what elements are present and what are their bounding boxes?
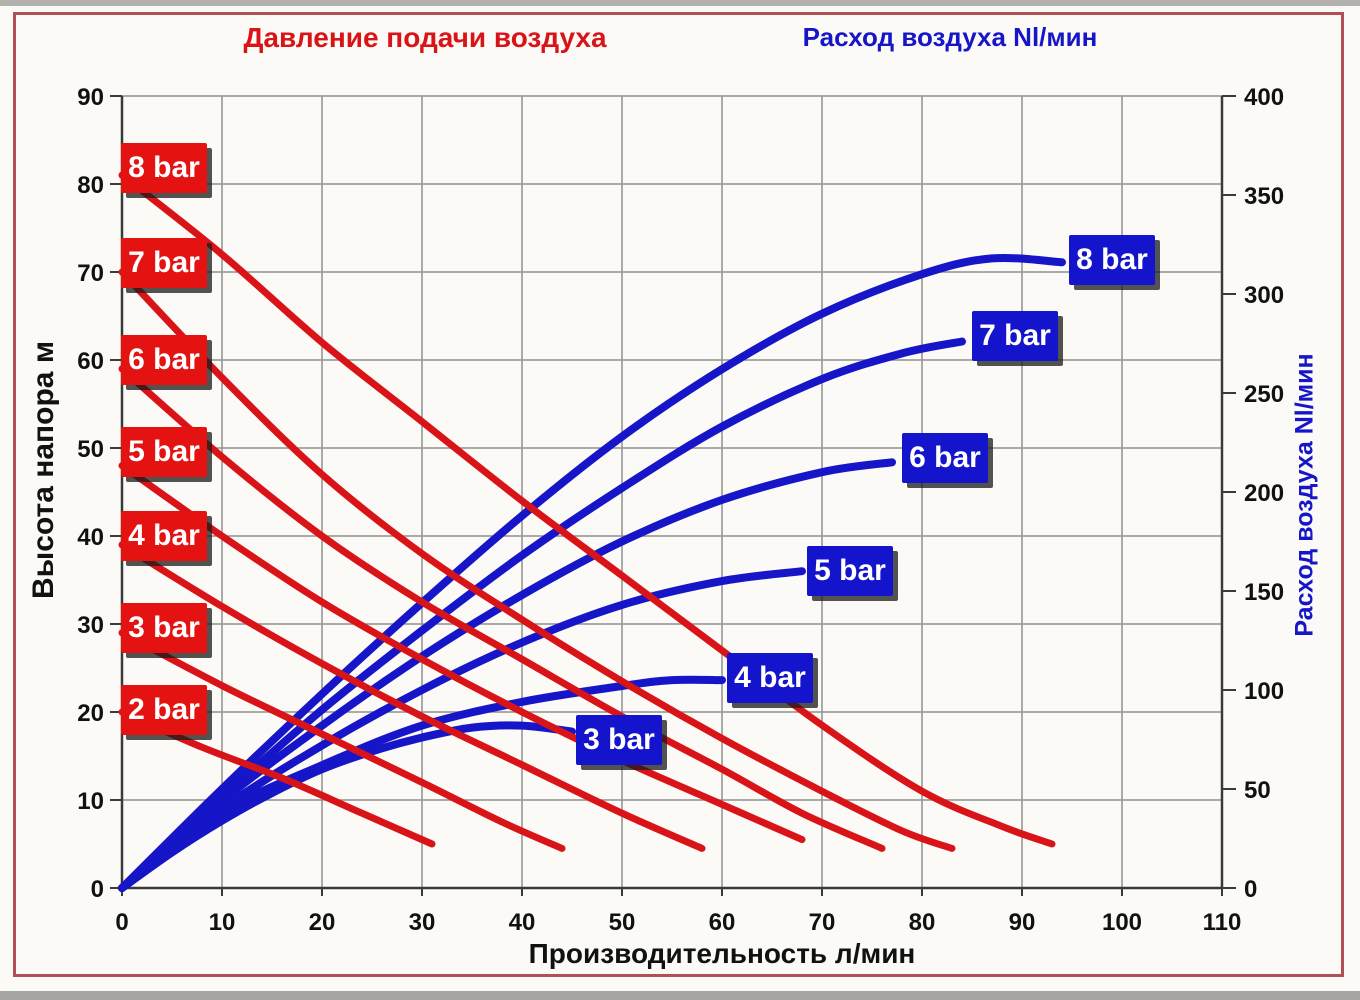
image-bottom-edge <box>0 991 1360 1000</box>
right-axis-tick-label: 350 <box>1244 183 1284 210</box>
x-axis-tick-label: 10 <box>209 909 236 936</box>
left-axis-tick-label: 10 <box>77 788 104 815</box>
flow-label-7bar: 7 bar <box>972 310 1058 361</box>
head-curve-4bar <box>118 541 706 852</box>
right-axis-tick-label: 250 <box>1244 381 1284 408</box>
left-axis-tick-label: 20 <box>77 700 104 727</box>
right-axis-tick-label: 0 <box>1244 876 1257 903</box>
flow-curve-5bar <box>118 567 806 892</box>
flow-curve-8bar <box>118 253 1066 892</box>
x-axis-tick-label: 0 <box>115 909 128 936</box>
image-top-edge <box>0 0 1360 6</box>
left-axis-tick-label: 30 <box>77 612 104 639</box>
pressure-label-2bar: 2 bar <box>121 685 207 736</box>
x-axis-tick-label: 90 <box>1009 909 1036 936</box>
left-axis-tick-label: 40 <box>77 524 104 551</box>
pressure-label-4bar: 4 bar <box>121 511 207 561</box>
x-axis-tick-label: 110 <box>1203 909 1242 936</box>
chart-border-frame <box>13 12 1344 977</box>
flow-curve-3bar <box>118 721 576 892</box>
head-curve-8bar <box>118 171 1056 848</box>
right-axis-tick-label: 400 <box>1244 84 1284 111</box>
flow-curve-7bar <box>118 337 966 892</box>
right-axis-tick-label: 150 <box>1244 579 1284 606</box>
flow-curve-6bar <box>118 458 896 892</box>
x-axis-tick-label: 60 <box>709 909 736 936</box>
pressure-label-5bar: 5 bar <box>121 427 207 478</box>
right-axis-tick-label: 200 <box>1244 480 1284 507</box>
flow-label-5bar: 5 bar <box>807 546 893 597</box>
flow-label-8bar: 8 bar <box>1069 235 1155 286</box>
left-axis-tick-label: 70 <box>77 260 104 287</box>
left-axis-tick-label: 0 <box>91 876 104 903</box>
x-axis-tick-label: 30 <box>409 909 436 936</box>
blue-series-title: Расход воздуха Nl/мин <box>802 22 1098 52</box>
pressure-label-8bar: 8 bar <box>121 143 207 194</box>
left-axis-tick-label: 60 <box>77 348 104 375</box>
flow-label-4bar: 4 bar <box>727 653 813 704</box>
x-axis-tick-label: 50 <box>609 909 636 936</box>
left-axis-tick-label: 90 <box>77 84 104 111</box>
right-axis-tick-label: 100 <box>1244 678 1284 705</box>
x-axis-tick-label: 100 <box>1102 909 1142 936</box>
head-curve-7bar <box>118 268 956 852</box>
flow-label-6bar: 6 bar <box>902 433 988 484</box>
red-series-title: Давление подачи воздуха <box>243 22 607 53</box>
right-axis-tick-label: 50 <box>1244 777 1271 804</box>
pressure-label-3bar: 3 bar <box>121 602 207 653</box>
left-axis-tick-label: 80 <box>77 172 104 199</box>
pressure-label-7bar: 7 bar <box>121 238 207 289</box>
left-axis-tick-label: 50 <box>77 436 104 463</box>
x-axis-tick-label: 80 <box>909 909 936 936</box>
x-axis-tick-label: 70 <box>809 909 836 936</box>
head-curve-6bar <box>118 365 886 852</box>
pressure-label-6bar: 6 bar <box>121 335 207 385</box>
x-axis-tick-label: 20 <box>309 909 336 936</box>
flow-label-3bar: 3 bar <box>576 714 662 765</box>
x-axis-tick-label: 40 <box>509 909 536 936</box>
head-curve-5bar <box>118 462 806 844</box>
head-curve-3bar <box>118 629 566 852</box>
right-axis-tick-label: 300 <box>1244 282 1284 309</box>
x-axis-title: Производительность л/мин <box>528 938 916 969</box>
